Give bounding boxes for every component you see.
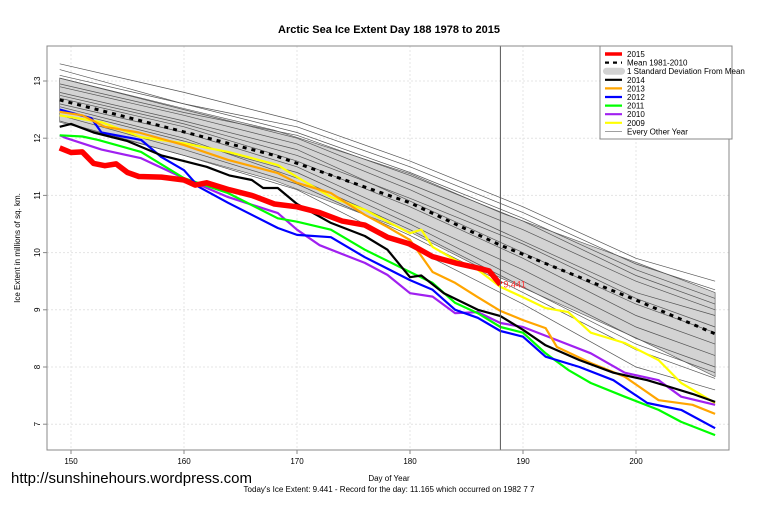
y-tick-label: 13 [33,76,42,85]
other-year-line [59,94,716,328]
legend-label: 1 Standard Deviation From Mean [627,67,745,76]
series-line-2011 [59,134,716,437]
legend-label: 2014 [627,76,645,85]
y-tick-label: 11 [33,191,42,200]
std-deviation-band [59,77,716,378]
series-line-2014 [59,122,716,403]
legend-label: 2009 [627,119,645,128]
other-year-line [59,97,716,345]
other-year-line [59,92,716,334]
x-tick-label: 150 [64,457,78,466]
axes: 150 160 170 180 190 200 7 8 9 10 11 12 13 [33,45,730,466]
mean-line [59,98,716,336]
other-year-line [59,74,716,291]
legend-label: 2015 [627,50,645,59]
series-line-2010 [59,134,716,406]
legend-swatch [603,67,625,75]
current-value-label: 9.441 [503,280,526,290]
other-year-line [59,83,716,305]
series-line-2015 [58,145,503,287]
other-year-line [59,109,716,368]
plot-frame [46,45,730,451]
y-tick-label: 10 [33,248,42,257]
legend-label: Mean 1981-2010 [627,59,688,68]
watermark-url: http://sunshinehours.wordpress.com [11,470,252,487]
legend-label: Every Other Year [627,127,688,136]
y-tick-label: 8 [33,364,42,369]
std-band-layer [59,77,716,378]
x-tick-label: 190 [516,457,530,466]
other-year-line [59,63,716,282]
y-tick-label: 9 [33,307,42,312]
x-tick-label: 170 [290,457,304,466]
other-year-line [59,86,716,316]
y-tick-label: 12 [33,133,42,142]
chart-subtitle: Today's Ice Extent: 9.441 - Record for t… [244,485,535,494]
other-year-line [59,106,716,374]
x-tick-label: 180 [403,457,417,466]
legend-label: 2011 [627,102,645,111]
other-years-layer [59,63,716,391]
mean-layer [59,98,716,336]
legend-label: 2010 [627,110,645,119]
y-tick-label: 7 [33,421,42,426]
chart-title: Arctic Sea Ice Extent Day 188 1978 to 20… [278,24,500,36]
y-axis-label: Ice Extent in millions of sq. km. [13,193,22,303]
x-axis-label: Day of Year [368,474,410,483]
x-tick-label: 200 [629,457,643,466]
series-layer [58,108,716,437]
series-line-2009 [59,114,716,404]
legend-label: 2012 [627,93,645,102]
x-tick-label: 160 [177,457,191,466]
other-year-line [59,77,716,311]
legend-label: 2013 [627,84,645,93]
